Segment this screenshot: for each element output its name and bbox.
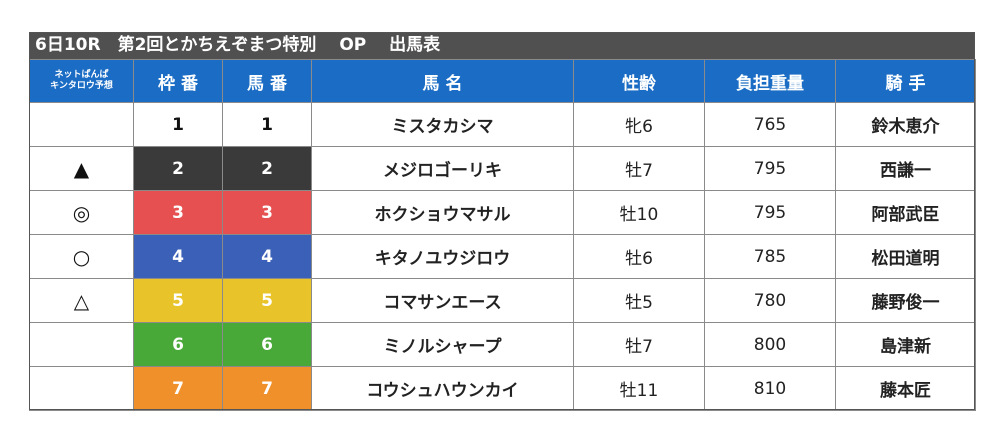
prediction-header-line2: キンタロウ予想	[50, 81, 113, 91]
weight-cell: 800	[704, 322, 836, 367]
jockey-cell: 西謙一	[835, 146, 976, 191]
horse-name-cell: ホクショウマサル	[311, 190, 574, 235]
prediction-mark: ▲	[29, 146, 134, 191]
weight-header: 負担重量	[704, 59, 836, 103]
waku-cell: 4	[133, 234, 223, 279]
waku-cell: 5	[133, 278, 223, 323]
jockey-cell: 鈴木恵介	[835, 102, 976, 147]
horse-name-cell: メジロゴーリキ	[311, 146, 574, 191]
horse-name-header: 馬 名	[311, 59, 574, 103]
waku-cell: 1	[133, 102, 223, 147]
table-row: 7 7 コウシュハウンカイ 牡11 810 藤本匠	[29, 366, 976, 411]
prediction-mark: ○	[29, 234, 134, 279]
umaban-cell: 5	[222, 278, 312, 323]
weight-cell: 780	[704, 278, 836, 323]
table-row: ▲ 2 2 メジロゴーリキ 牡7 795 西謙一	[29, 146, 976, 191]
weight-cell: 765	[704, 102, 836, 147]
horse-name-cell: ミノルシャープ	[311, 322, 574, 367]
waku-cell: 3	[133, 190, 223, 235]
table-row: ○ 4 4 キタノユウジロウ 牡6 785 松田道明	[29, 234, 976, 279]
umaban-cell: 7	[222, 366, 312, 411]
waku-header: 枠 番	[133, 59, 223, 103]
table-frame	[29, 32, 975, 410]
sex-age-cell: 牡10	[573, 190, 705, 235]
umaban-cell: 4	[222, 234, 312, 279]
sex-age-cell: 牡7	[573, 322, 705, 367]
sex-age-cell: 牡5	[573, 278, 705, 323]
sex-age-cell: 牡11	[573, 366, 705, 411]
jockey-header: 騎 手	[835, 59, 976, 103]
jockey-cell: 島津新	[835, 322, 976, 367]
race-title: 6日10R 第2回とかちえぞまつ特別 OP 出馬表	[29, 32, 975, 59]
jockey-cell: 藤本匠	[835, 366, 976, 411]
prediction-mark: △	[29, 278, 134, 323]
table-row: ◎ 3 3 ホクショウマサル 牡10 795 阿部武臣	[29, 190, 976, 235]
weight-cell: 795	[704, 190, 836, 235]
entry-table: ネットぱんぱ キンタロウ予想 枠 番 馬 番 馬 名 性齢 負担重量 騎 手 1…	[29, 59, 976, 411]
weight-cell: 795	[704, 146, 836, 191]
table-row: 6 6 ミノルシャープ 牡7 800 島津新	[29, 322, 976, 367]
header-row: ネットぱんぱ キンタロウ予想 枠 番 馬 番 馬 名 性齢 負担重量 騎 手	[29, 59, 976, 103]
jockey-cell: 藤野俊一	[835, 278, 976, 323]
waku-cell: 2	[133, 146, 223, 191]
prediction-header-line1: ネットぱんぱ	[54, 70, 109, 80]
sex-age-header: 性齢	[573, 59, 705, 103]
weight-cell: 785	[704, 234, 836, 279]
prediction-mark	[29, 366, 134, 411]
jockey-cell: 阿部武臣	[835, 190, 976, 235]
horse-name-cell: キタノユウジロウ	[311, 234, 574, 279]
jockey-cell: 松田道明	[835, 234, 976, 279]
horse-name-cell: コウシュハウンカイ	[311, 366, 574, 411]
table-row: 1 1 ミスタカシマ 牝6 765 鈴木恵介	[29, 102, 976, 147]
waku-cell: 7	[133, 366, 223, 411]
table-row: △ 5 5 コマサンエース 牡5 780 藤野俊一	[29, 278, 976, 323]
